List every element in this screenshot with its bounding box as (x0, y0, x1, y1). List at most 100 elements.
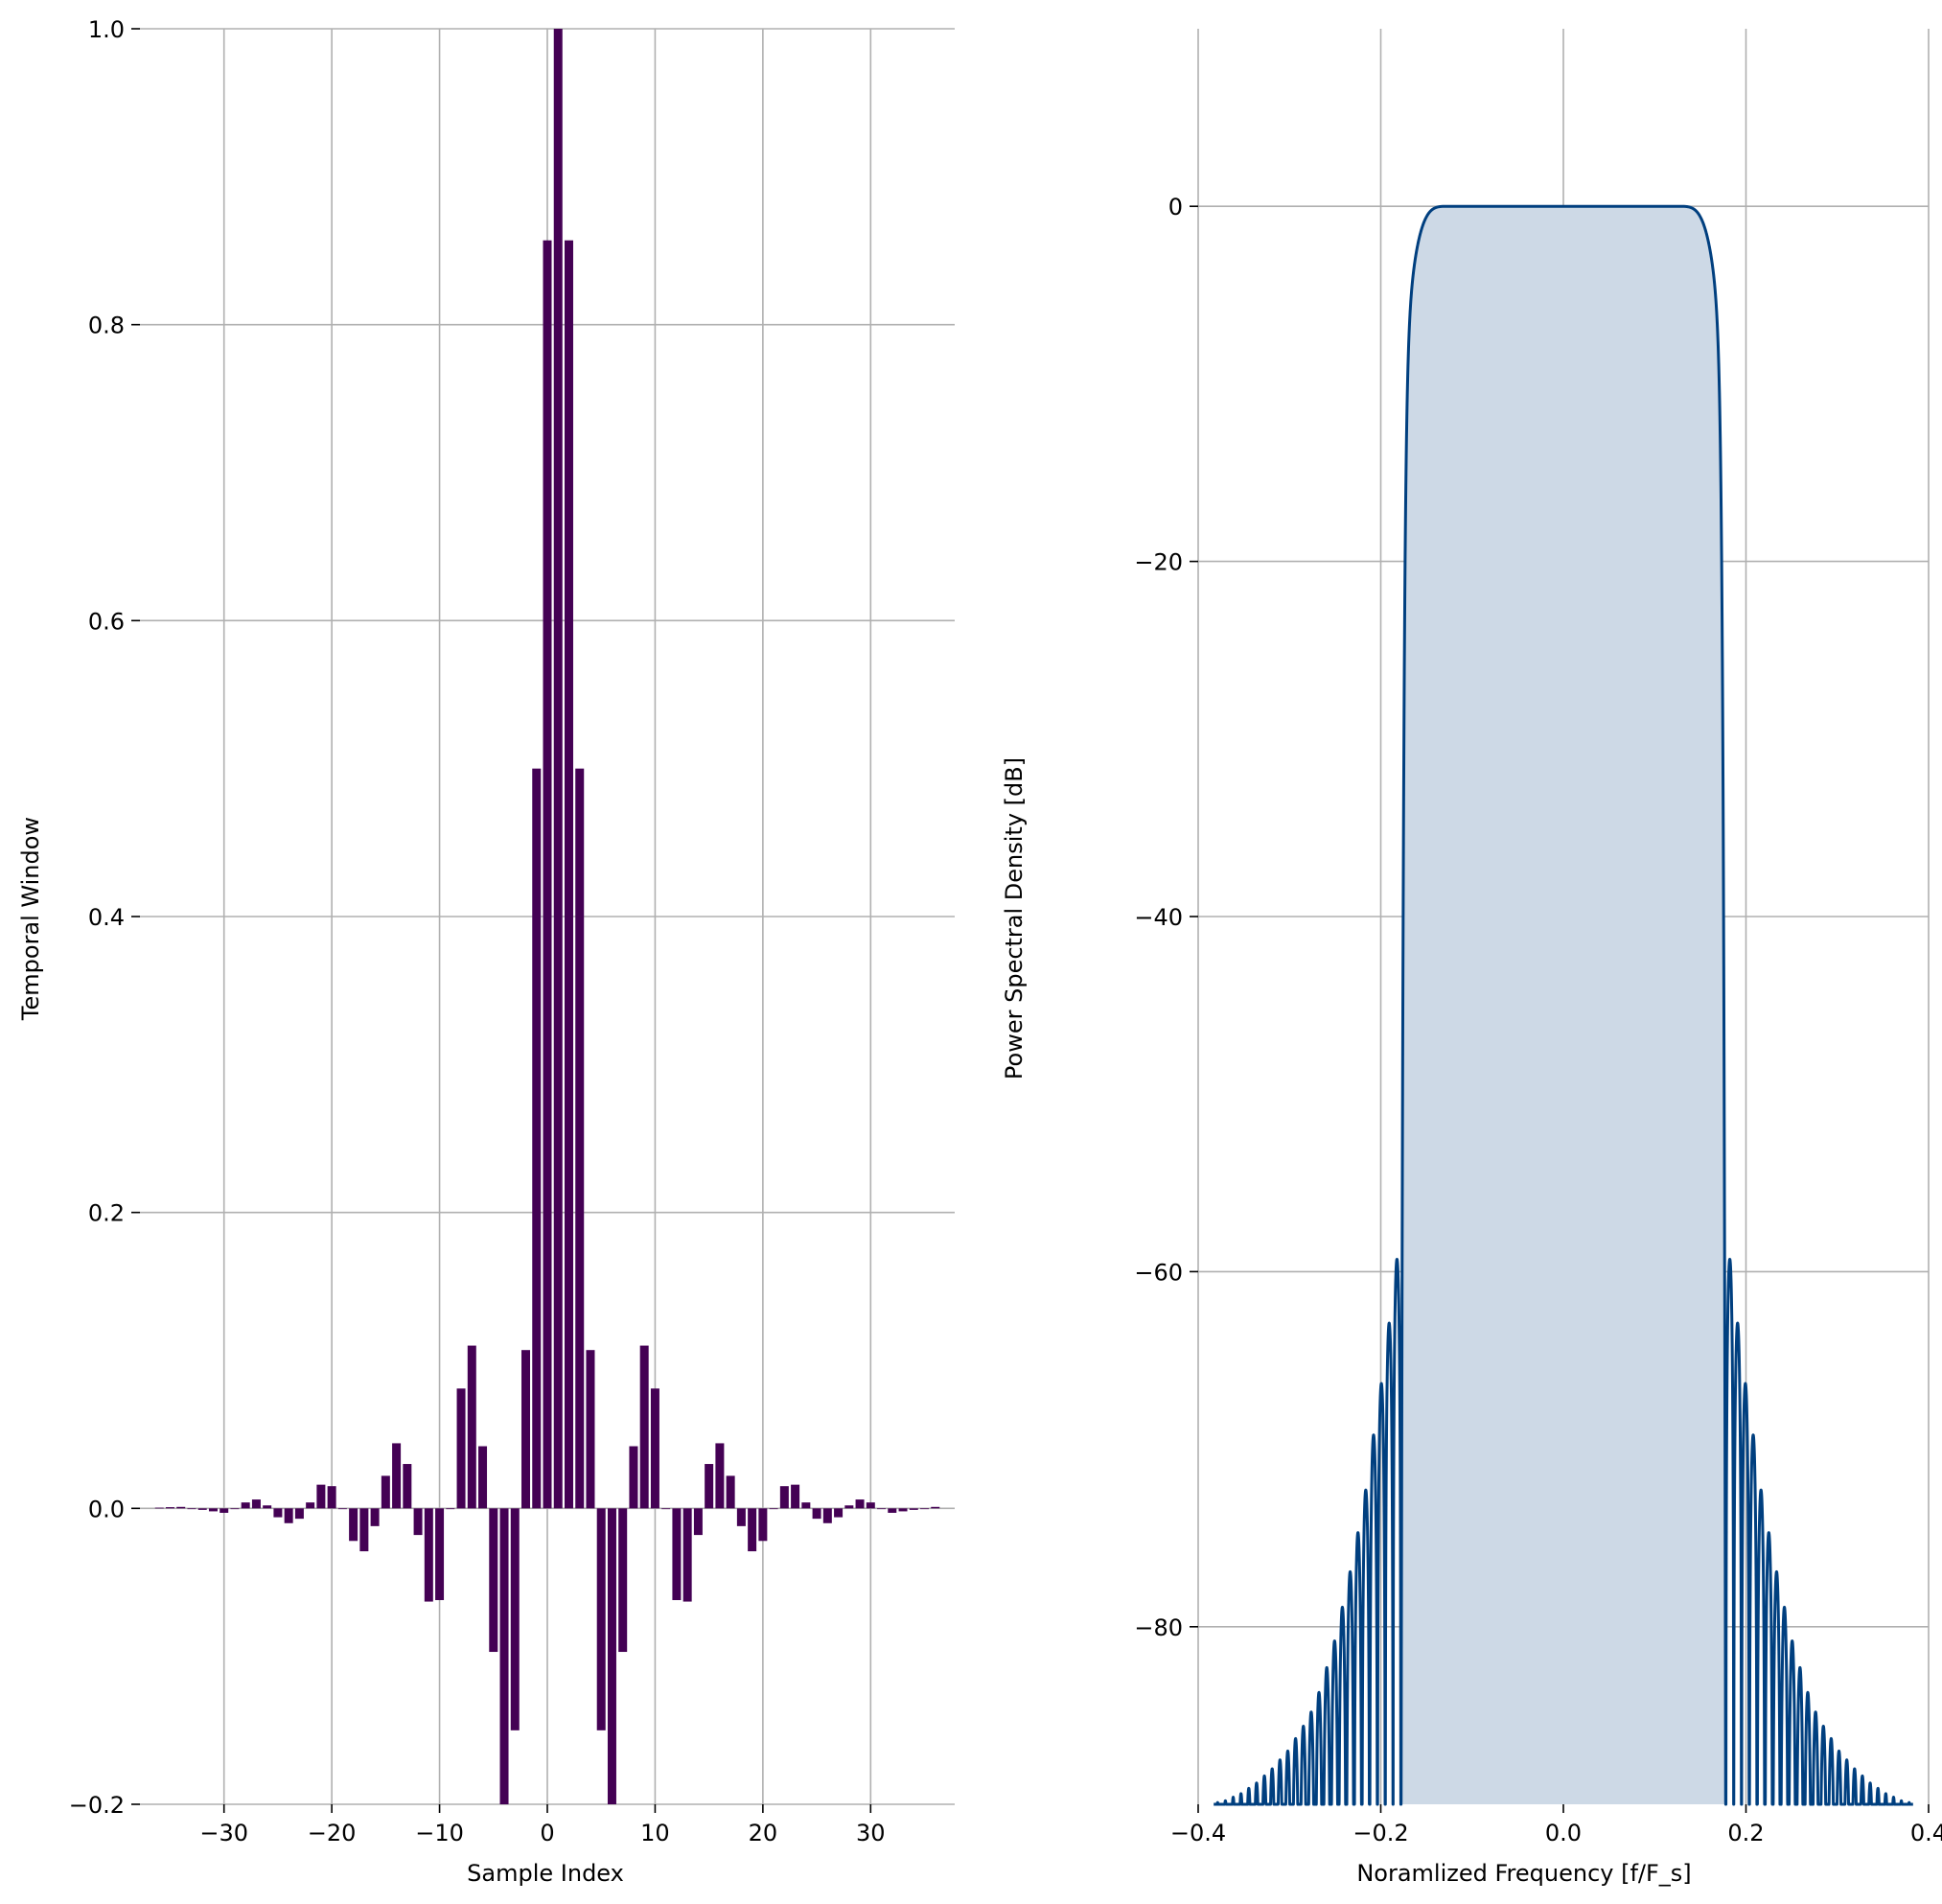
bar (758, 1508, 768, 1542)
right-grid (1197, 29, 1930, 1804)
temporal-window-panel: −30 −20 −10 0 10 20 30 −0.20.00.20.40.60.81.0 … (17, 16, 955, 1887)
left-bars (154, 29, 940, 1804)
bar (822, 1508, 832, 1523)
bar (273, 1508, 283, 1518)
bar (489, 1508, 498, 1653)
left-y-ticks: −0.2 0.0 0.2 0.4 0.6 0.8 1.0 (69, 16, 140, 1819)
bar (176, 1506, 186, 1509)
right-y-tick-label: −80 (1134, 1614, 1183, 1641)
bar (855, 1499, 865, 1509)
right-y-tick-label: −40 (1134, 904, 1183, 931)
bar (834, 1508, 844, 1518)
left-x-tick-label: −20 (308, 1820, 357, 1846)
bar (165, 1507, 174, 1509)
left-x-ticks: −30 −20 −10 0 10 20 30 (199, 1804, 886, 1846)
bar (888, 1508, 897, 1513)
bar (349, 1508, 358, 1542)
left-y-tick-label: 0.4 (88, 904, 125, 931)
left-y-axis-label: Temporal Window (17, 817, 44, 1021)
bar (736, 1508, 746, 1526)
psd-fill-area (1400, 206, 1726, 1805)
bar (241, 1502, 250, 1509)
bar (327, 1486, 336, 1509)
right-x-tick-label: −0.2 (1352, 1820, 1408, 1846)
bar (629, 1446, 638, 1509)
left-x-tick-label: −30 (199, 1820, 248, 1846)
bar (801, 1502, 811, 1509)
left-y-tick-label: 0.2 (88, 1200, 125, 1227)
bar (154, 1507, 164, 1509)
power-spectral-density-panel: −0.4 −0.2 0.0 0.2 0.4 0 −20 −40 −60 −80 Noramliz… (1001, 29, 1942, 1887)
left-y-tick-label: 1.0 (88, 16, 125, 43)
psd-line (1212, 204, 1915, 1806)
bar (381, 1475, 390, 1509)
bar (403, 1464, 412, 1509)
bar (898, 1508, 908, 1512)
left-x-tick-label: 30 (856, 1820, 886, 1846)
bar (791, 1484, 800, 1509)
bar (306, 1502, 315, 1509)
left-x-tick-label: 20 (749, 1820, 778, 1846)
bar (909, 1508, 918, 1510)
bar (672, 1508, 682, 1601)
bar (650, 1388, 659, 1509)
bar (575, 768, 585, 1509)
bar (337, 1508, 347, 1510)
bar (748, 1508, 757, 1552)
left-y-tick-label: 0.8 (88, 313, 125, 339)
right-x-tick-label: 0.4 (1910, 1820, 1942, 1846)
bar (543, 240, 552, 1509)
right-x-tick-label: 0.2 (1727, 1820, 1764, 1846)
bar (769, 1508, 778, 1510)
bar (521, 1350, 531, 1509)
bar (230, 1508, 240, 1510)
left-x-axis-label: Sample Index (467, 1860, 624, 1887)
bar (284, 1508, 293, 1523)
bar (553, 29, 563, 1509)
bar (812, 1508, 821, 1520)
right-x-ticks: −0.4 −0.2 0.0 0.2 0.4 (1170, 1804, 1942, 1846)
bar (316, 1484, 326, 1509)
bar (197, 1508, 207, 1510)
bar (359, 1508, 369, 1552)
bar (661, 1508, 671, 1510)
bar (607, 1508, 616, 1804)
right-y-axis-label: Power Spectral Density [dB] (1001, 757, 1028, 1080)
bar (370, 1508, 380, 1526)
bar (726, 1475, 735, 1509)
bar (586, 1350, 595, 1509)
left-y-tick-label: 0.6 (88, 608, 125, 635)
bar (920, 1508, 930, 1510)
right-x-tick-label: −0.4 (1170, 1820, 1226, 1846)
bar (877, 1508, 887, 1510)
bar (866, 1502, 875, 1509)
right-x-axis-label: Noramlized Frequency [f/F_s] (1356, 1860, 1691, 1887)
bar (392, 1443, 402, 1509)
bar (564, 240, 573, 1509)
bar (682, 1508, 692, 1602)
bar (413, 1508, 423, 1536)
bar (618, 1508, 628, 1653)
bar (639, 1345, 649, 1509)
bar (532, 768, 542, 1509)
bar (715, 1443, 725, 1509)
left-x-tick-label: −10 (415, 1820, 464, 1846)
bar (705, 1464, 714, 1509)
bar (693, 1508, 703, 1536)
left-y-tick-label: −0.2 (69, 1792, 125, 1819)
bar (844, 1505, 854, 1509)
bar (499, 1508, 509, 1804)
right-y-tick-label: −20 (1134, 549, 1183, 576)
bar (779, 1486, 789, 1509)
bar (187, 1508, 197, 1510)
bar (251, 1499, 261, 1509)
bar (446, 1508, 455, 1510)
bar (435, 1508, 445, 1601)
right-y-ticks: 0 −20 −40 −60 −80 (1134, 194, 1198, 1641)
bar (456, 1388, 466, 1509)
bar (208, 1508, 218, 1512)
bar (478, 1446, 488, 1509)
bar (220, 1508, 229, 1513)
bar (294, 1508, 304, 1520)
